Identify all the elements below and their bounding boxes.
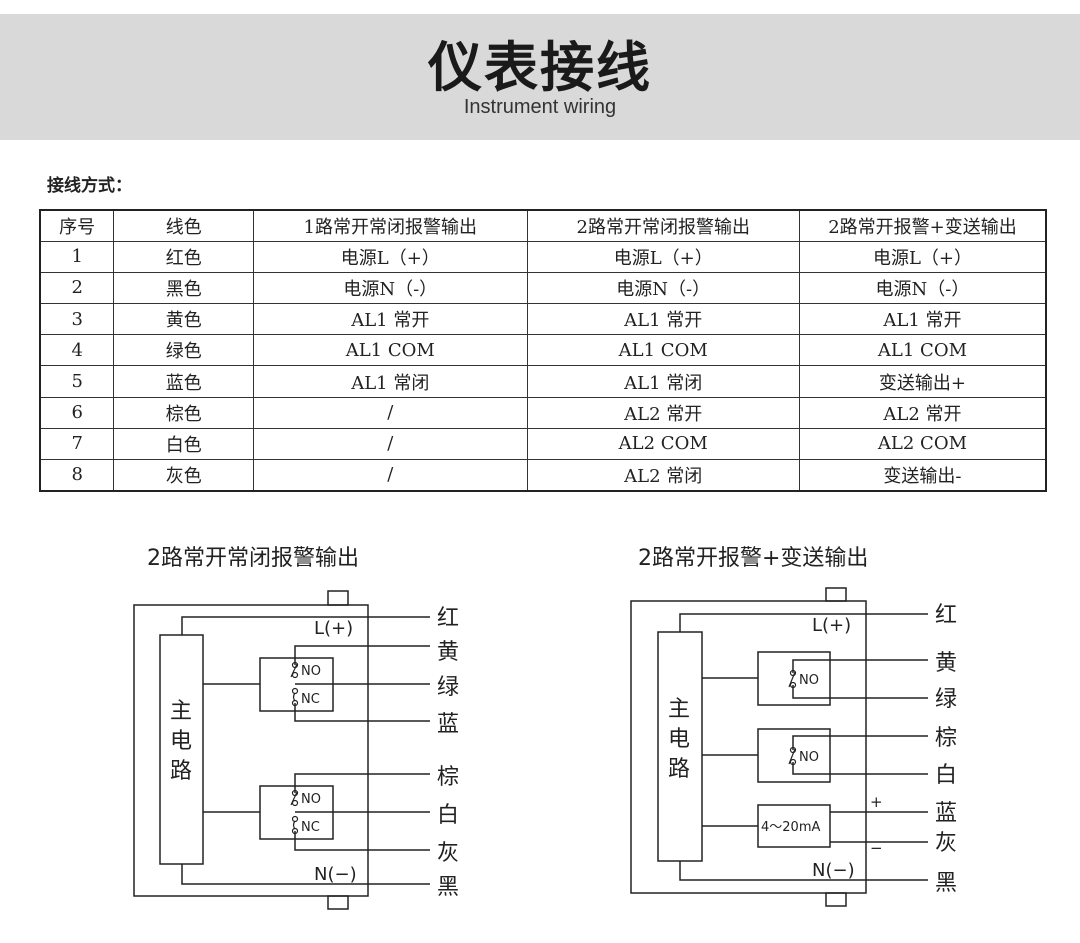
table-cell: AL2 常开: [798, 396, 1047, 429]
table-cell: 电源N（-）: [253, 271, 528, 305]
column-header: 序号: [39, 209, 115, 242]
table-cell: AL2 COM: [526, 427, 800, 461]
wire-label: 黄: [437, 640, 459, 665]
main-circuit-label: 主: [668, 697, 690, 722]
table-header-row: 序号 线色 1路常开常闭报警输出 2路常开常闭报警输出 2路常开报警+变送输出: [39, 209, 1047, 242]
table-cell: AL2 常闭: [526, 458, 800, 492]
header-banner: 仪表接线 Instrument wiring: [0, 14, 1080, 140]
column-header: 2路常开常闭报警输出: [526, 209, 800, 242]
diagram1: NO NC NO NC L(+) N(−) 主 电 路 红 黄 绿 蓝 棕 白 …: [133, 590, 459, 910]
table-cell: 变送输出+: [798, 365, 1047, 398]
table-row: 4 绿色 AL1 COM AL1 COM AL1 COM: [39, 334, 1047, 367]
table-row: 7 白色 / AL2 COM AL2 COM: [39, 427, 1047, 461]
main-circuit-label: 路: [170, 759, 192, 784]
table-row: 2 黑色 电源N（-） 电源N（-） 电源N（-）: [39, 271, 1047, 305]
page-subtitle: Instrument wiring: [463, 96, 617, 118]
wire-label: 灰: [935, 831, 957, 856]
plus-label: +: [870, 793, 883, 811]
wire-label: 白: [935, 763, 957, 788]
l-plus-label: L(+): [314, 618, 353, 639]
wire-label: 绿: [935, 687, 957, 712]
table-row: 1 红色 电源L（+） 电源L（+） 电源L（+）: [39, 240, 1047, 273]
main-circuit-label: 主: [170, 699, 192, 724]
table-cell: 电源N（-）: [798, 271, 1047, 305]
table-cell: 1: [39, 240, 115, 273]
wire-label: 灰: [437, 841, 459, 866]
section-label: 接线方式：: [47, 176, 132, 196]
current-output-label: 4～20mA: [761, 820, 820, 835]
wire-label: 红: [935, 603, 957, 628]
wire-label: 蓝: [935, 801, 957, 826]
table-cell: AL1 COM: [798, 334, 1047, 367]
page-title: 仪表接线: [428, 36, 652, 99]
no-label: NO: [799, 750, 819, 765]
column-header: 2路常开报警+变送输出: [798, 209, 1047, 242]
no-label: NO: [301, 664, 321, 679]
table-cell: AL2 COM: [798, 427, 1047, 461]
nc-label: NC: [301, 820, 320, 835]
table-cell: 电源L（+）: [526, 240, 800, 273]
diagram2: NO NO 4～20mA + − L(+) N(−) 主 电 路 红 黄 绿 棕…: [630, 587, 957, 907]
wire-label: 白: [437, 803, 459, 828]
table-cell: AL1 常开: [526, 303, 800, 336]
no-label: NO: [301, 792, 321, 807]
table-cell: 绿色: [113, 334, 255, 367]
column-header: 1路常开常闭报警输出: [253, 209, 528, 242]
main-circuit-label: 电: [170, 729, 192, 754]
table-cell: 3: [39, 303, 115, 336]
table-cell: AL1 常闭: [253, 365, 528, 398]
wire-label: 棕: [437, 765, 459, 790]
diagram2-title: 2路常开报警+变送输出: [638, 546, 869, 571]
wire-label: 绿: [437, 675, 459, 700]
table-cell: 5: [39, 365, 115, 398]
table-cell: /: [253, 427, 528, 461]
main-circuit-label: 路: [668, 757, 690, 782]
main-circuit-label: 电: [668, 727, 690, 752]
diagram1-title: 2路常开常闭报警输出: [147, 546, 359, 571]
no-label: NO: [799, 673, 819, 688]
table-cell: AL1 COM: [526, 334, 800, 367]
table-cell: 8: [39, 458, 115, 492]
table-row: 3 黄色 AL1 常开 AL1 常开 AL1 常开: [39, 303, 1047, 336]
table-cell: 电源N（-）: [526, 271, 800, 305]
wire-label: 黑: [437, 875, 459, 900]
l-plus-label: L(+): [812, 615, 851, 636]
wire-label: 棕: [935, 726, 957, 751]
wire-label: 黄: [935, 651, 957, 676]
wire-label: 红: [437, 606, 459, 631]
table-row: 6 棕色 / AL2 常开 AL2 常开: [39, 396, 1047, 429]
table-cell: /: [253, 458, 528, 492]
table-cell: 灰色: [113, 458, 255, 492]
n-minus-label: N(−): [812, 860, 855, 881]
table-row: 5 蓝色 AL1 常闭 AL1 常闭 变送输出+: [39, 365, 1047, 398]
table-cell: 7: [39, 427, 115, 461]
table-cell: 4: [39, 334, 115, 367]
table-cell: AL1 常开: [798, 303, 1047, 336]
wiring-table: 序号 线色 1路常开常闭报警输出 2路常开常闭报警输出 2路常开报警+变送输出 1 红色电…: [39, 209, 1047, 492]
n-minus-label: N(−): [314, 864, 357, 885]
table-cell: 6: [39, 396, 115, 429]
wire-label: 蓝: [437, 712, 459, 737]
table-cell: 红色: [113, 240, 255, 273]
minus-label: −: [870, 839, 883, 857]
wire-label: 黑: [935, 871, 957, 896]
table-row: 8 灰色 / AL2 常闭 变送输出-: [39, 458, 1047, 492]
table-cell: 变送输出-: [798, 458, 1047, 492]
table-cell: AL2 常开: [526, 396, 800, 429]
nc-label: NC: [301, 692, 320, 707]
